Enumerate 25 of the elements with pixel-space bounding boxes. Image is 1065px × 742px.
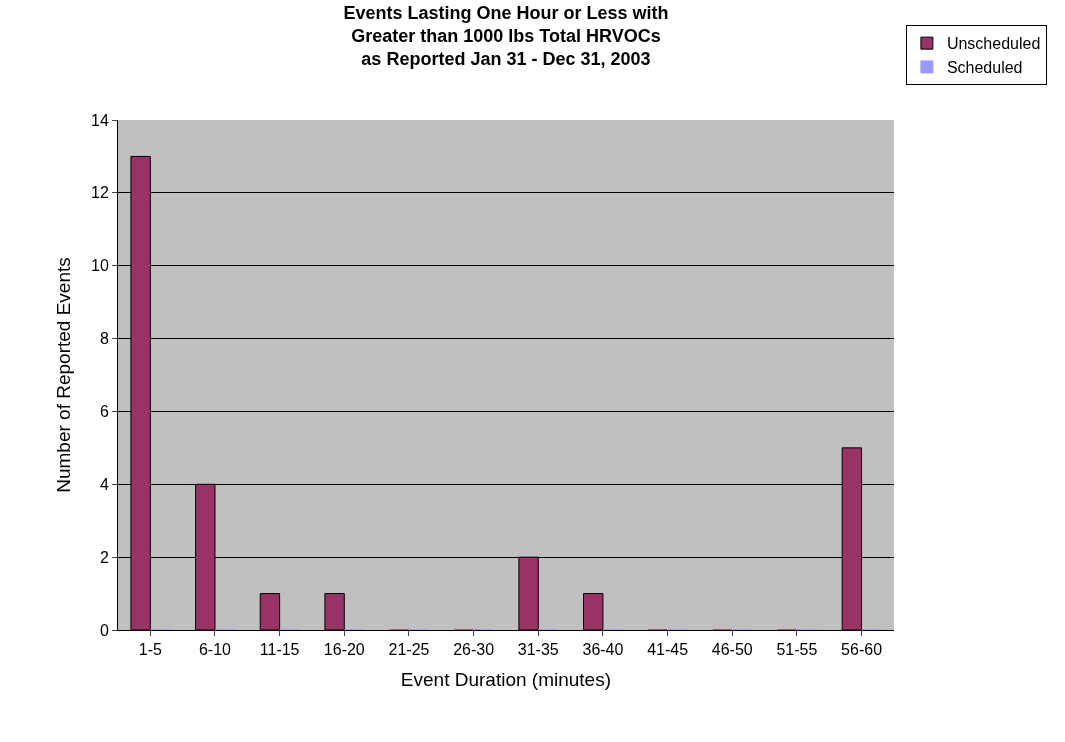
x-tick-label: 1-5: [138, 641, 162, 659]
y-tick-label: 0: [99, 621, 109, 639]
y-tick-label: 6: [99, 403, 109, 421]
x-tick-label: 11-15: [259, 641, 300, 659]
x-tick-label: 26-30: [453, 641, 495, 659]
legend-label: Scheduled: [946, 59, 1023, 77]
y-tick-label: 2: [99, 548, 109, 566]
legend-label: Unscheduled: [946, 35, 1041, 53]
y-tick-label: 14: [91, 111, 109, 129]
y-tick-label: 4: [99, 475, 109, 493]
x-tick-label: 6-10: [198, 641, 232, 659]
y-tick-label: 10: [91, 257, 109, 275]
chart-title: Events Lasting One Hour or Less with Greater than 1000 lbs Total HRVOCs as Reported Jan 31 - Dec 31, 2003: [343, 2, 669, 70]
y-axis-title: Number of Reported Events: [52, 257, 74, 493]
x-tick-label: 56-60: [841, 641, 883, 659]
x-tick-label: 16-20: [323, 641, 365, 659]
x-tick-label: 31-35: [517, 641, 559, 659]
x-tick-label: 41-45: [647, 641, 689, 659]
y-tick-label: 8: [99, 330, 109, 348]
x-tick-label: 36-40: [582, 641, 624, 659]
x-axis-title: Event Duration (minutes): [400, 669, 612, 690]
x-tick-label: 21-25: [388, 641, 430, 659]
x-tick-label: 51-55: [776, 641, 818, 659]
y-tick-label: 12: [91, 184, 109, 202]
x-tick-label: 46-50: [711, 641, 753, 659]
